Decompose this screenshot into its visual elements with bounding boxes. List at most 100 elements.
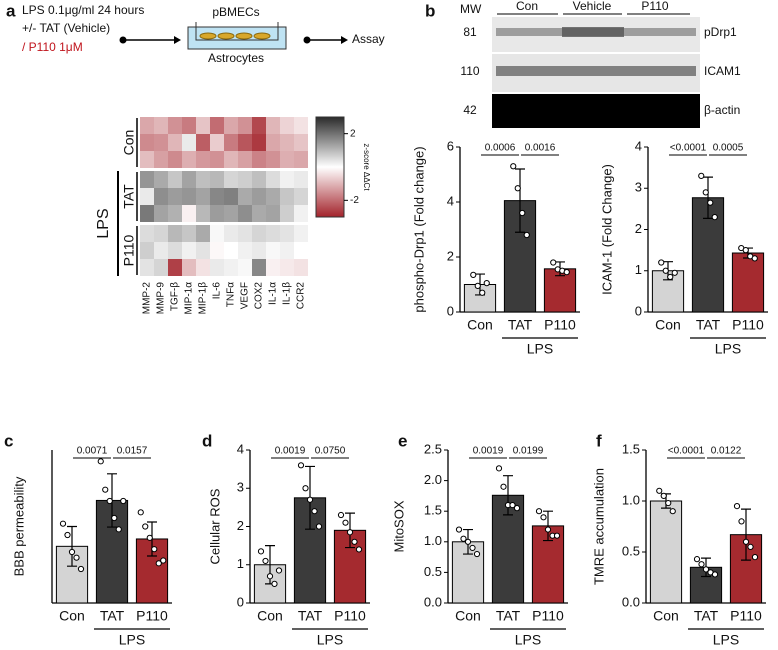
- column-label: COX2: [254, 282, 265, 310]
- y-tick-label: 2.0: [424, 472, 442, 487]
- data-point: [693, 556, 701, 563]
- data-point: [698, 172, 705, 179]
- data-point: [106, 497, 113, 505]
- panel-letter: c: [4, 431, 13, 450]
- heatmap-cell: [168, 188, 182, 205]
- y-tick-label: 2: [237, 518, 244, 533]
- arrow-head: [174, 36, 181, 44]
- data-point: [751, 255, 758, 262]
- heatmap-cell: [266, 188, 280, 205]
- p-value: 0.0019: [275, 446, 306, 457]
- group-label: LPS: [317, 632, 343, 648]
- heatmap-cell: [182, 171, 196, 188]
- heatmap-cell: [224, 259, 238, 276]
- outer-group-label: LPS: [95, 208, 112, 238]
- x-tick-label: Con: [455, 608, 481, 624]
- panel-letter: a: [6, 1, 16, 20]
- heatmap-cell: [196, 242, 210, 259]
- data-point: [464, 538, 472, 545]
- mw-value: 81: [463, 25, 477, 39]
- data-point: [271, 580, 278, 587]
- heatmap-cell: [154, 134, 168, 151]
- x-tick-label: P110: [136, 608, 168, 624]
- heatmap-cell: [266, 205, 280, 222]
- x-tick-label: TAT: [694, 608, 719, 624]
- lane-group: P110: [641, 0, 668, 13]
- p-value: 0.0750: [315, 446, 346, 457]
- y-axis-label: Cellular ROS: [207, 488, 222, 564]
- heatmap-cell: [224, 117, 238, 134]
- heatmap-cell: [154, 205, 168, 222]
- data-point: [151, 546, 158, 553]
- column-label: MMP-9: [156, 282, 167, 315]
- heatmap-cell: [252, 171, 266, 188]
- heatmap-cell: [252, 188, 266, 205]
- heatmap-cell: [266, 151, 280, 168]
- x-tick-label: P110: [730, 608, 762, 624]
- heatmap-cell: [280, 205, 294, 222]
- y-tick-label: 6: [447, 138, 454, 153]
- data-point: [455, 526, 463, 533]
- heatmap-cell: [196, 117, 210, 134]
- y-tick-label: 1.0: [424, 533, 442, 548]
- heatmap-cell: [196, 205, 210, 222]
- p-value: <0.0001: [670, 143, 707, 154]
- data-point: [111, 514, 118, 522]
- p-value: 0.0016: [525, 143, 556, 154]
- heatmap-cell: [154, 151, 168, 168]
- data-point: [315, 523, 323, 530]
- bar: [649, 500, 683, 604]
- heatmap-cell: [238, 117, 252, 134]
- data-point: [711, 214, 718, 221]
- heatmap-cell: [266, 259, 280, 276]
- output-label: Assay: [352, 32, 385, 46]
- data-point: [535, 508, 543, 515]
- y-axis-label: BBB permeability: [11, 476, 26, 576]
- data-point: [120, 497, 127, 505]
- heatmap-cell: [224, 151, 238, 168]
- colorbar-label: z-score ΔΔCt: [362, 143, 371, 191]
- group-label: LPS: [713, 632, 739, 648]
- p-value: 0.0199: [513, 446, 544, 457]
- data-point: [473, 550, 481, 558]
- y-tick-label: 0.5: [622, 543, 640, 558]
- x-tick-label: TAT: [100, 608, 125, 624]
- heatmap-cell: [280, 134, 294, 151]
- data-point: [73, 554, 80, 561]
- heatmap-cell: [280, 188, 294, 205]
- data-point: [262, 557, 269, 565]
- mw-value: 42: [463, 103, 477, 117]
- heatmap-cell: [266, 117, 280, 134]
- heatmap-cell: [224, 205, 238, 222]
- y-tick-label: 0: [237, 594, 244, 609]
- x-tick-label: TAT: [298, 608, 323, 624]
- heatmap-cell: [280, 171, 294, 188]
- heatmap-cell: [238, 134, 252, 151]
- data-point: [550, 259, 557, 266]
- heatmap-cell: [252, 242, 266, 259]
- data-point: [469, 544, 476, 552]
- data-point: [514, 185, 521, 192]
- data-point: [275, 567, 283, 574]
- blot: [492, 94, 700, 128]
- lane-group: Vehicle: [573, 0, 612, 13]
- heatmap-cell: [168, 171, 182, 188]
- data-point: [257, 548, 265, 555]
- data-point: [553, 532, 561, 539]
- row-group-label: Con: [121, 130, 137, 156]
- heatmap-cell: [224, 242, 238, 259]
- row-group-label: P110: [121, 234, 137, 266]
- data-point: [483, 280, 490, 287]
- heatmap-cell: [210, 134, 224, 151]
- heatmap-cell: [210, 242, 224, 259]
- group-label: LPS: [527, 341, 553, 357]
- bar: [463, 284, 497, 313]
- heatmap-cell: [266, 134, 280, 151]
- heatmap-cell: [266, 225, 280, 242]
- heatmap-cell: [252, 259, 266, 276]
- panel-letter: e: [398, 431, 407, 450]
- heatmap-cell: [182, 188, 196, 205]
- heatmap-cell: [196, 188, 210, 205]
- data-point: [342, 519, 349, 526]
